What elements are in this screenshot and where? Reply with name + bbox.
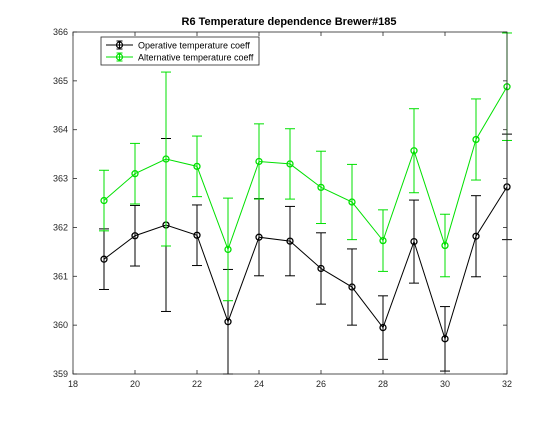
x-tick-label: 24 xyxy=(254,379,264,389)
data-point xyxy=(224,245,232,254)
y-tick-label: 362 xyxy=(53,222,68,232)
x-tick-label: 30 xyxy=(440,379,450,389)
legend-label-alternative: Alternative temperature coeff xyxy=(138,53,254,63)
legend-marker-alternative xyxy=(115,53,124,61)
y-tick-label: 364 xyxy=(53,125,68,135)
legend-label-operative: Operative temperature coeff xyxy=(138,41,250,51)
data-point xyxy=(472,232,480,240)
axis-ticks: 18 20 22 24 26 28 30 32 359 360 361 362 363 364 365 366 xyxy=(53,27,512,389)
series-1 xyxy=(99,32,512,302)
data-point xyxy=(472,135,480,144)
y-tick-label: 359 xyxy=(53,369,68,379)
data-point xyxy=(410,237,418,246)
legend-marker-operative xyxy=(115,41,124,49)
legend-entry-operative: Operative temperature coeff xyxy=(106,40,250,51)
legend-entry-alternative: Alternative temperature coeff xyxy=(106,52,254,63)
data-point xyxy=(100,196,108,205)
data-point xyxy=(286,237,294,245)
legend-box xyxy=(100,36,260,66)
plot-frame xyxy=(72,31,508,375)
data-point xyxy=(131,232,139,240)
x-tick-label: 26 xyxy=(316,379,326,389)
data-point xyxy=(100,255,108,263)
y-tick-label: 360 xyxy=(53,320,68,330)
data-point xyxy=(348,198,356,206)
data-point xyxy=(348,283,356,291)
x-tick-label: 22 xyxy=(192,379,202,389)
data-point xyxy=(441,241,449,250)
data-point xyxy=(162,155,170,163)
x-tick-label: 20 xyxy=(130,379,140,389)
data-point xyxy=(379,236,387,245)
y-tick-label: 361 xyxy=(53,271,68,281)
data-point xyxy=(317,183,325,192)
data-point xyxy=(379,323,387,332)
y-tick-label: 365 xyxy=(53,76,68,86)
x-tick-label: 18 xyxy=(68,379,78,389)
series-line xyxy=(103,86,508,251)
data-point xyxy=(441,335,449,343)
legend: Operative temperature coeff Alternative … xyxy=(100,36,260,66)
plot-area xyxy=(73,32,507,374)
data-point xyxy=(131,170,139,178)
data-point xyxy=(193,231,201,239)
y-tick-label: 366 xyxy=(53,27,68,37)
data-point xyxy=(410,147,418,155)
data-point xyxy=(255,233,263,241)
series-line xyxy=(103,186,508,341)
data-point xyxy=(317,264,325,273)
data-point xyxy=(224,318,232,326)
x-tick-label: 28 xyxy=(378,379,388,389)
x-tick-label: 32 xyxy=(502,379,512,389)
chart-title: R6 Temperature dependence Brewer#185 xyxy=(182,16,397,28)
y-tick-label: 363 xyxy=(53,174,68,184)
data-point xyxy=(286,160,294,168)
data-point xyxy=(193,162,201,171)
data-point xyxy=(255,157,263,166)
